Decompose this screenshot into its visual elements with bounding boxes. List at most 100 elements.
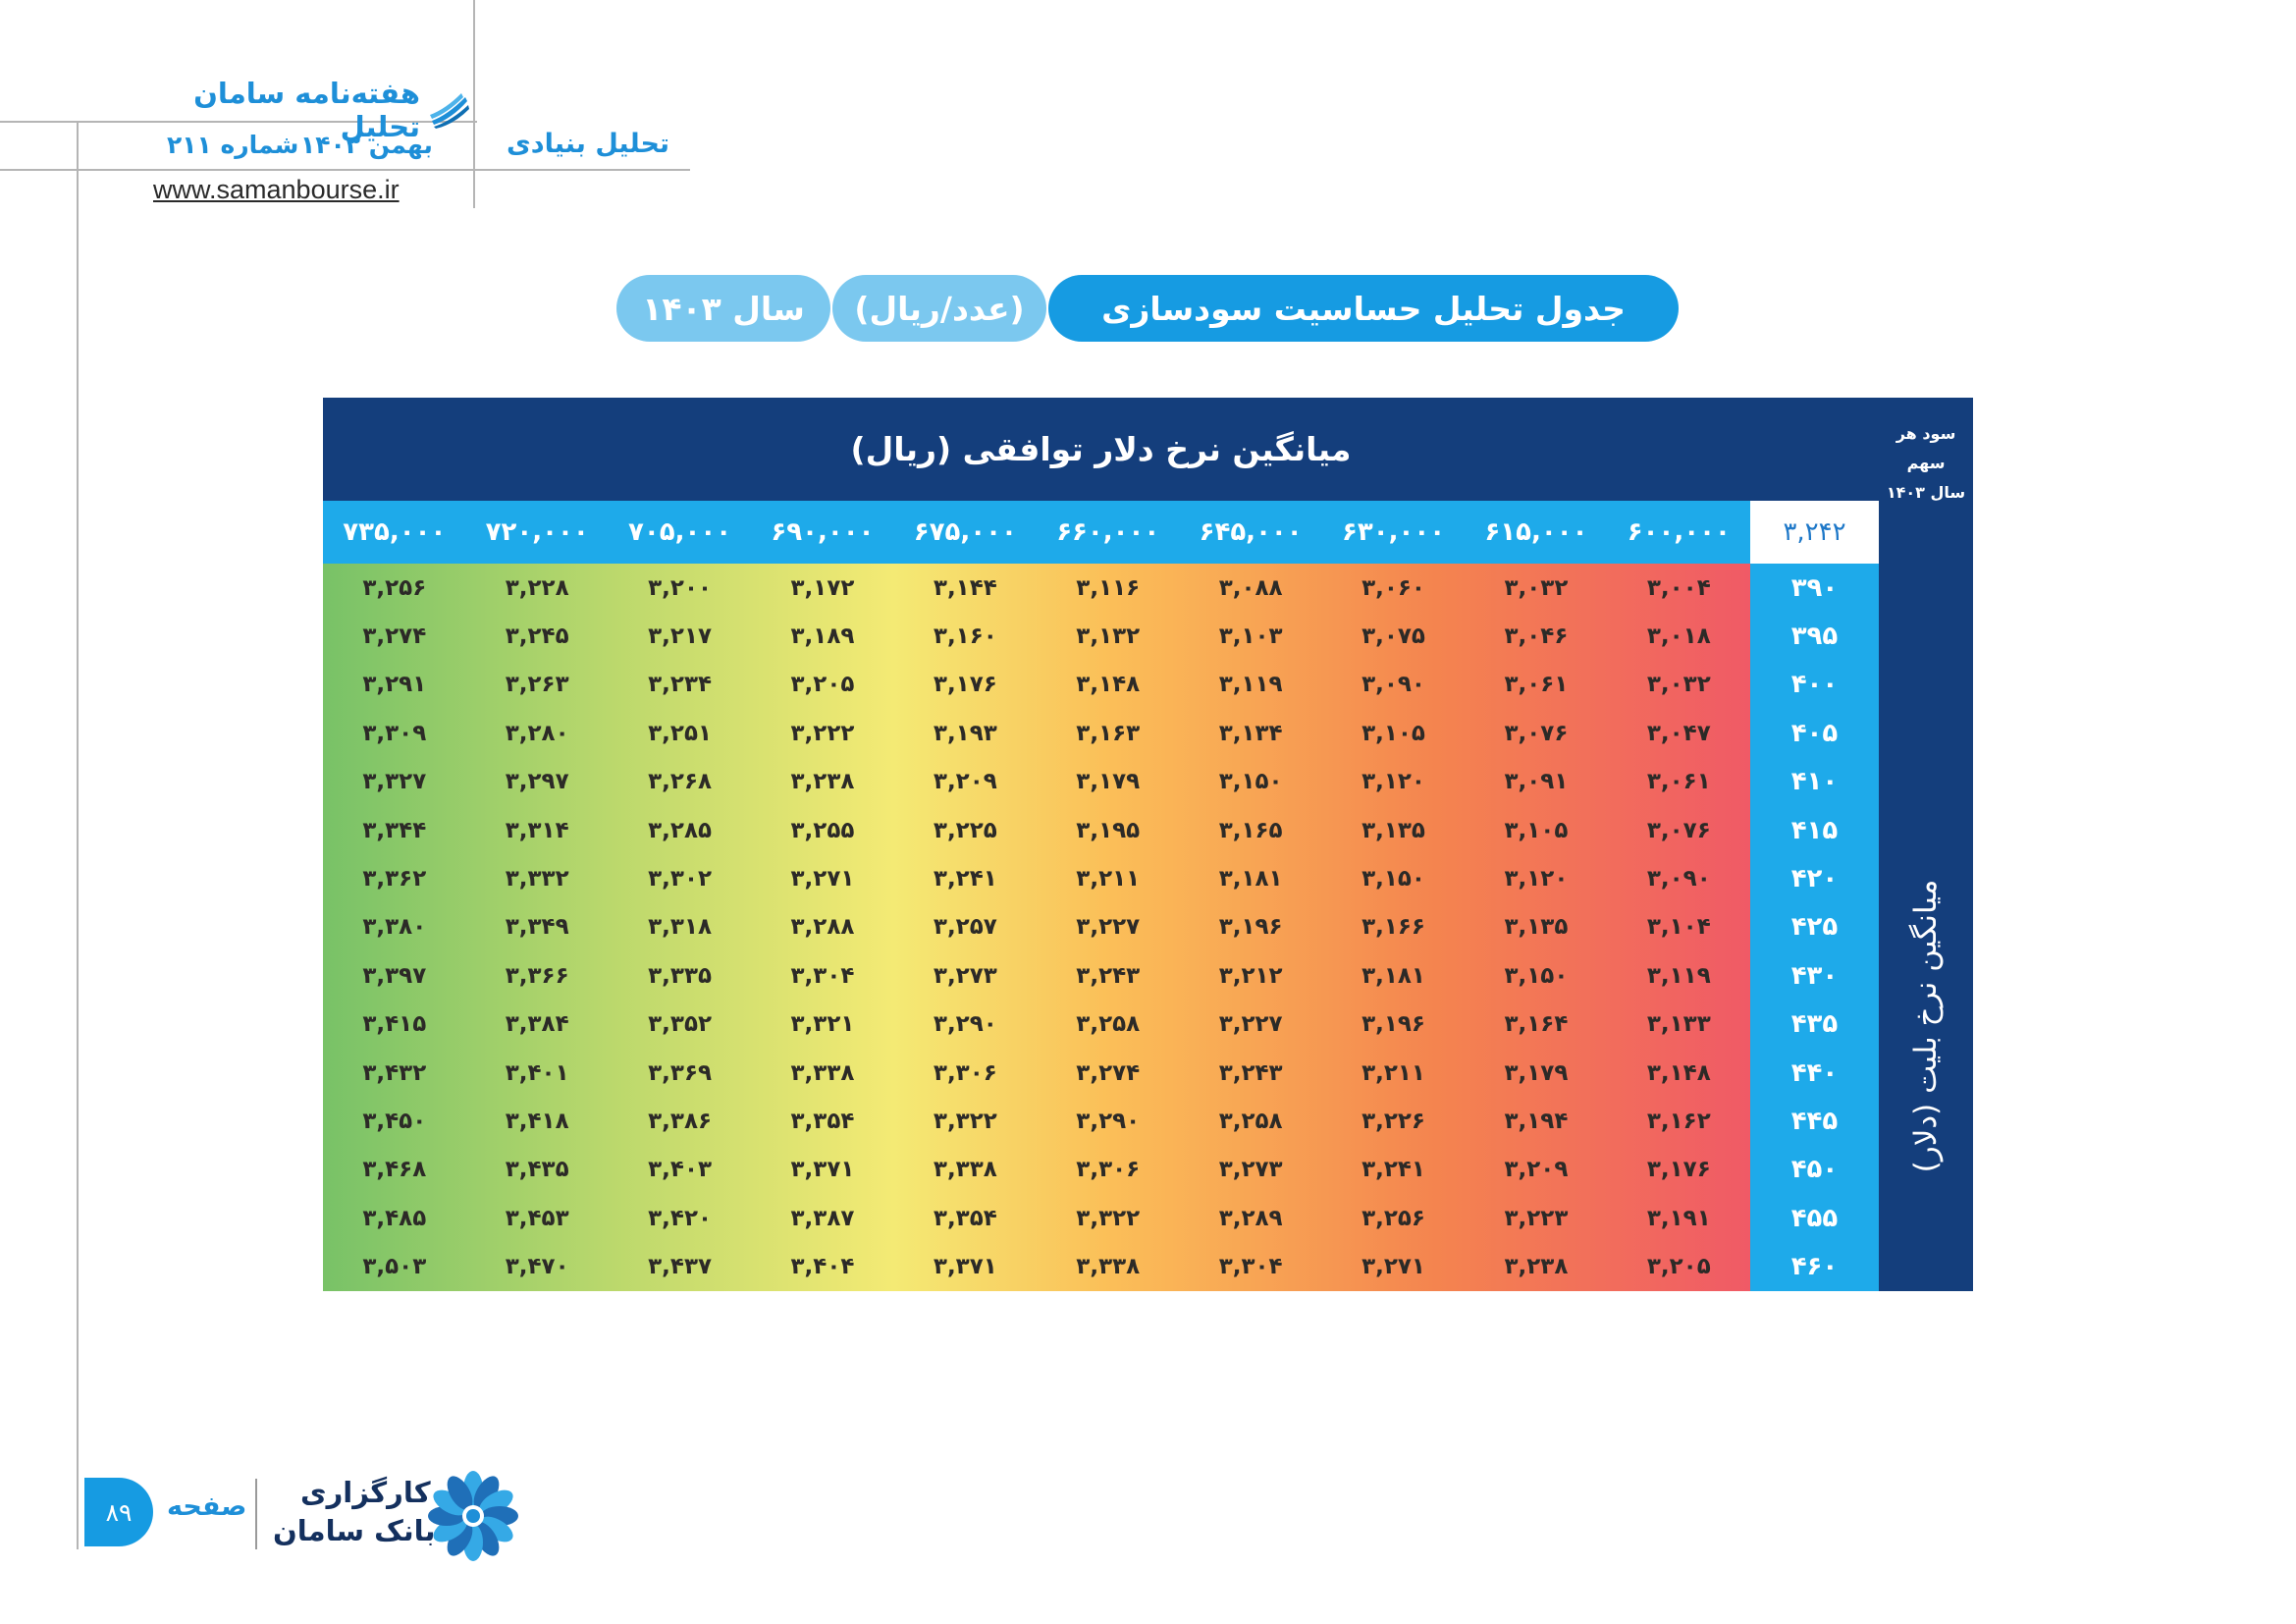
table-cell: ۳,۱۳۵ xyxy=(1504,914,1569,941)
broker-name-line2: بانک سامان xyxy=(273,1514,436,1547)
table-cell: ۳,۳۶۹ xyxy=(648,1059,713,1086)
table-cell: ۳,۰۳۲ xyxy=(1646,672,1711,698)
row-header: ۴۲۰ xyxy=(1790,864,1839,894)
table-row: ۳,۱۹۱ ۳,۲۲۳ ۳,۲۵۶ ۳,۲۸۹ ۳,۳۲۲ ۳,۳۵۴ ۳,۳۸۷ ۳,۴۲۰… xyxy=(323,1194,1750,1242)
table-cell: ۳,۲۰۹ xyxy=(1504,1157,1569,1183)
table-cell: ۳,۲۴۳ xyxy=(1218,1059,1283,1086)
table-cell: ۳,۳۸۰ xyxy=(362,914,427,941)
corner-value: ۳,۲۴۲ xyxy=(1750,501,1879,564)
table-cell: ۳,۱۷۶ xyxy=(933,672,997,698)
sensitivity-table: میانگین نرخ دلار توافقی (ریال) سود هر سه… xyxy=(323,398,1973,1291)
magazine-title: هفته‌نامه سامان تحلیل xyxy=(155,77,469,143)
table-cell: ۳,۳۰۴ xyxy=(1218,1254,1283,1280)
table-cell: ۳,۱۳۵ xyxy=(1362,817,1425,843)
table-cell: ۳,۱۹۱ xyxy=(1646,1205,1711,1231)
table-cell: ۳,۲۱۱ xyxy=(1362,1059,1425,1086)
magazine-title-text: هفته‌نامه سامان تحلیل xyxy=(193,77,420,143)
column-header: ۶۴۵,۰۰۰ xyxy=(1199,517,1303,547)
table-cell: ۳,۰۴۶ xyxy=(1504,623,1569,650)
table-cell: ۳,۱۱۹ xyxy=(1646,962,1711,989)
table-cell: ۳,۲۰۵ xyxy=(1646,1254,1711,1280)
row-header: ۴۴۰ xyxy=(1790,1057,1839,1088)
table-cell: ۳,۳۷۱ xyxy=(933,1254,997,1280)
table-cell: ۳,۱۳۲ xyxy=(1076,623,1141,650)
row-header: ۴۱۰ xyxy=(1790,767,1839,797)
column-header: ۷۳۵,۰۰۰ xyxy=(343,517,447,547)
table-cell: ۳,۵۰۳ xyxy=(362,1254,427,1280)
row-headers: ۳۹۰ ۳۹۵ ۴۰۰ ۴۰۵ ۴۱۰ ۴۱۵ ۴۲۰ ۴۲۵ ۴۳۰ ۴۳۵ ۴۴۰ ۴۴۵ ۴۵۰ ۴… xyxy=(1750,564,1879,1291)
table-cell: ۳,۱۷۹ xyxy=(1076,769,1141,795)
table-cell: ۳,۲۶۳ xyxy=(505,672,569,698)
table-cell: ۳,۳۳۲ xyxy=(505,866,569,893)
table-cell: ۳,۴۳۵ xyxy=(505,1157,569,1183)
section-name: تحلیل بنیادی xyxy=(507,129,670,159)
website-link[interactable]: www.samanbourse.ir xyxy=(153,175,400,204)
table-cell: ۳,۲۱۱ xyxy=(1076,866,1141,893)
table-cell: ۳,۱۶۰ xyxy=(933,623,997,650)
table-cell: ۳,۲۷۴ xyxy=(1076,1059,1141,1086)
table-cell: ۳,۲۵۸ xyxy=(1218,1108,1283,1134)
table-cell: ۳,۲۹۰ xyxy=(933,1011,997,1038)
table-cell: ۳,۲۵۶ xyxy=(1362,1205,1425,1231)
table-row: ۳,۰۷۶ ۳,۱۰۵ ۳,۱۳۵ ۳,۱۶۵ ۳,۱۹۵ ۳,۲۲۵ ۳,۲۵۵ ۳,۲۸۵… xyxy=(323,806,1750,854)
table-cell: ۳,۲۵۸ xyxy=(1076,1011,1141,1038)
logo-petal xyxy=(433,1489,467,1516)
table-cell: ۳,۲۸۵ xyxy=(648,817,713,843)
table-cell: ۳,۳۵۲ xyxy=(648,1011,713,1038)
table-cell: ۳,۱۳۳ xyxy=(1646,1011,1711,1038)
table-cell: ۳,۲۱۲ xyxy=(1218,962,1283,989)
table-cell: ۳,۲۹۰ xyxy=(1076,1108,1141,1134)
table-cell: ۳,۳۲۲ xyxy=(933,1108,997,1134)
table-cell: ۳,۰۹۰ xyxy=(1362,672,1425,698)
column-header: ۷۰۵,۰۰۰ xyxy=(628,517,732,547)
table-cell: ۳,۳۲۱ xyxy=(790,1011,855,1038)
table-row: ۳,۰۴۷ ۳,۰۷۶ ۳,۱۰۵ ۳,۱۳۴ ۳,۱۶۳ ۳,۱۹۳ ۳,۲۲۲ ۳,۲۵۱… xyxy=(323,709,1750,757)
table-cell: ۳,۱۸۱ xyxy=(1218,866,1283,893)
table-cell: ۳,۱۱۶ xyxy=(1076,574,1141,601)
table-cell: ۳,۳۴۹ xyxy=(505,914,569,941)
table-cell: ۳,۰۶۰ xyxy=(1362,574,1425,601)
table-cell: ۳,۲۶۸ xyxy=(648,769,713,795)
table-cell: ۳,۳۳۸ xyxy=(1076,1254,1141,1280)
column-header: ۶۳۰,۰۰۰ xyxy=(1341,517,1446,547)
column-header: ۶۱۵,۰۰۰ xyxy=(1484,517,1588,547)
logo-petal xyxy=(447,1476,473,1510)
table-cell: ۳,۱۳۴ xyxy=(1218,720,1283,746)
table-row: ۳,۱۰۴ ۳,۱۳۵ ۳,۱۶۶ ۳,۱۹۶ ۳,۲۲۷ ۳,۲۵۷ ۳,۲۸۸ ۳,۳۱۸… xyxy=(323,903,1750,951)
table-cell: ۳,۴۳۲ xyxy=(362,1059,427,1086)
table-cell: ۳,۱۸۱ xyxy=(1362,962,1425,989)
table-cell: ۳,۲۳۸ xyxy=(1504,1254,1569,1280)
row-header: ۴۱۵ xyxy=(1790,815,1839,845)
row-header: ۳۹۵ xyxy=(1790,622,1839,652)
table-cell: ۳,۱۰۴ xyxy=(1646,914,1711,941)
table-cell: ۳,۲۴۳ xyxy=(1076,962,1141,989)
table-cell: ۳,۱۰۵ xyxy=(1504,817,1569,843)
table-cell: ۳,۲۴۱ xyxy=(933,866,997,893)
table-cell: ۳,۲۸۹ xyxy=(1218,1205,1283,1231)
table-cell: ۳,۱۹۶ xyxy=(1218,914,1283,941)
table-cell: ۳,۳۱۸ xyxy=(648,914,713,941)
table-cell: ۳,۱۶۳ xyxy=(1076,720,1141,746)
broker-name-line1: کارگزاری xyxy=(300,1476,431,1509)
table-cell: ۳,۲۳۴ xyxy=(648,672,713,698)
header-rule-vertical xyxy=(473,0,475,208)
table-cell: ۳,۰۴۷ xyxy=(1646,720,1711,746)
table-cell: ۳,۳۰۶ xyxy=(933,1059,997,1086)
header-rule-top xyxy=(0,121,477,123)
table-row: ۳,۰۶۱ ۳,۰۹۱ ۳,۱۲۰ ۳,۱۵۰ ۳,۱۷۹ ۳,۲۰۹ ۳,۲۳۸ ۳,۲۶۸… xyxy=(323,758,1750,806)
table-cell: ۳,۴۰۳ xyxy=(648,1157,713,1183)
corner-label-line1: سود هر سهم xyxy=(1896,424,1956,472)
row-axis-band xyxy=(1879,398,1973,1291)
table-cell: ۳,۲۹۷ xyxy=(505,769,569,795)
table-cell: ۳,۲۵۷ xyxy=(933,914,997,941)
table-cell: ۳,۳۰۲ xyxy=(648,866,713,893)
table-cell: ۳,۲۰۵ xyxy=(790,672,855,698)
table-cell: ۳,۲۷۳ xyxy=(933,962,997,989)
table-cell: ۳,۰۳۲ xyxy=(1504,574,1569,601)
table-cell: ۳,۳۰۶ xyxy=(1076,1157,1141,1183)
table-cell: ۳,۱۹۶ xyxy=(1362,1011,1425,1038)
table-cell: ۳,۱۸۹ xyxy=(790,623,855,650)
table-row: ۳,۱۱۹ ۳,۱۵۰ ۳,۱۸۱ ۳,۲۱۲ ۳,۲۴۳ ۳,۲۷۳ ۳,۳۰۴ ۳,۳۳۵… xyxy=(323,951,1750,1000)
table-cell: ۳,۲۰۰ xyxy=(648,574,713,601)
row-axis-title: میانگین نرخ بلیت (دلار) xyxy=(1908,879,1944,1173)
